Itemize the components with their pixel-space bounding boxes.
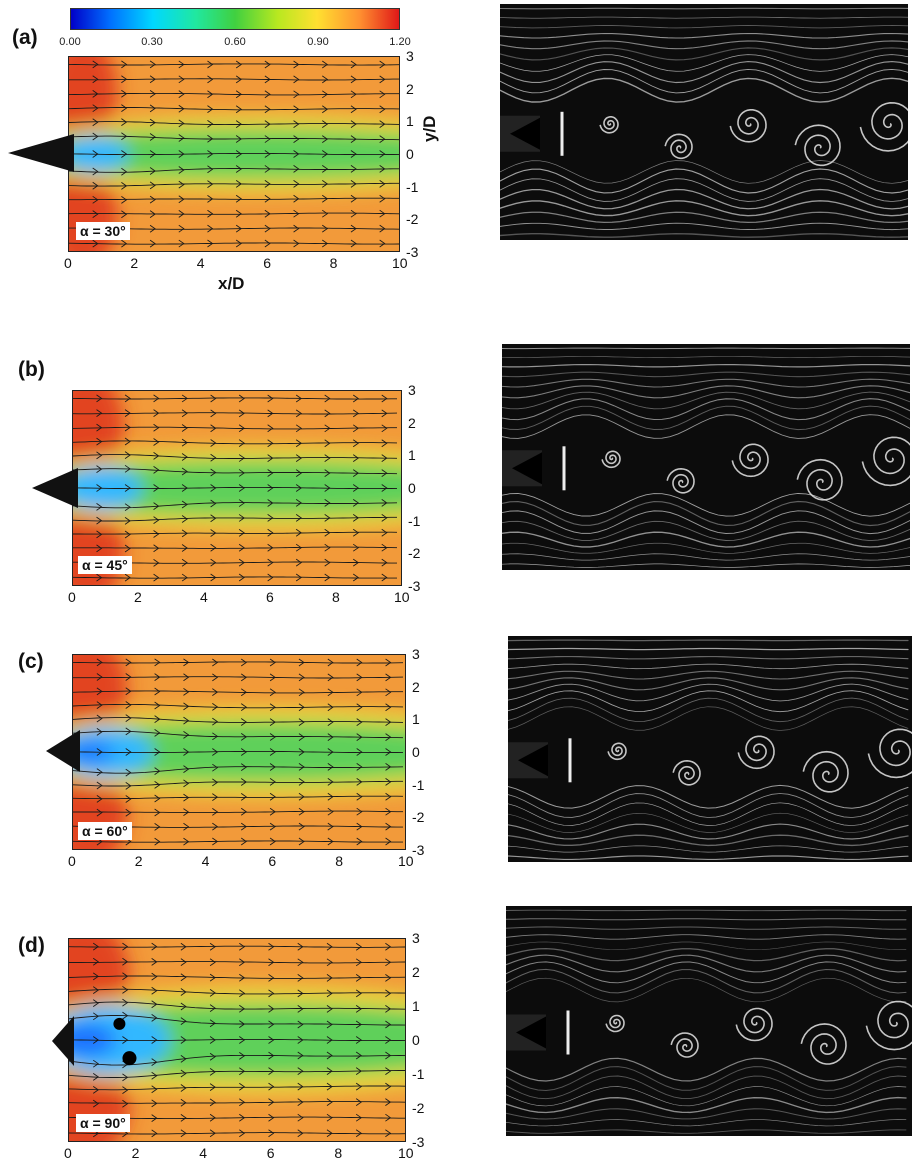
y-tick-label: 3 [412,647,420,661]
y-tick-label: -2 [412,1101,424,1115]
x-tick-label: 0 [68,854,76,868]
y-tick-label: 2 [412,965,420,979]
y-tick-label: 3 [408,383,416,397]
x-tick-label: 8 [330,256,338,270]
y-tick-label: 0 [408,481,416,495]
y-axis-label: y/D [420,116,440,142]
x-tick-label: 6 [268,854,276,868]
y-tick-label: 2 [406,82,414,96]
y-tick-label: 3 [406,49,414,63]
x-tick-label: 4 [202,854,210,868]
x-tick-label: 0 [64,1146,72,1160]
velocity-contour-plot-c [72,654,406,850]
y-tick-label: 2 [408,416,416,430]
smoke-pattern [502,344,910,570]
velocity-contour-plot-d [68,938,406,1142]
x-tick-label: 2 [134,590,142,604]
x-tick-label: 6 [267,1146,275,1160]
flow-visualization-photo-a [500,4,908,240]
contour-field [69,939,405,1141]
panel-label-d: (d) [18,934,45,958]
y-tick-label: 1 [406,114,414,128]
x-tick-label: 10 [394,590,410,604]
alpha-label-c: α = 60° [78,822,132,840]
colorbar-tick: 0.90 [307,36,328,48]
x-tick-label: 8 [332,590,340,604]
y-tick-label: -2 [412,810,424,824]
x-tick-label: 2 [130,256,138,270]
wedge-body-icon [52,1016,74,1066]
y-tick-label: -2 [406,212,418,226]
panel-label-b: (b) [18,358,45,382]
y-tick-label: -1 [412,778,424,792]
y-tick-label: 1 [412,999,420,1013]
alpha-label-b: α = 45° [78,556,132,574]
x-tick-label: 6 [263,256,271,270]
x-tick-label: 2 [132,1146,140,1160]
colorbar-tick: 0.60 [224,36,245,48]
alpha-label-d: α = 90° [76,1114,130,1132]
x-tick-label: 10 [398,854,414,868]
x-tick-label: 6 [266,590,274,604]
y-tick-label: 0 [412,745,420,759]
x-tick-label: 8 [334,1146,342,1160]
panel-label-c: (c) [18,650,44,674]
colorbar-tick: 0.30 [141,36,162,48]
x-tick-label: 10 [392,256,408,270]
smoke-pattern [508,636,912,862]
x-tick-label: 8 [335,854,343,868]
y-tick-label: 1 [408,448,416,462]
smoke-pattern [500,4,908,240]
flow-visualization-photo-b [502,344,910,570]
flow-visualization-photo-d [506,906,912,1136]
y-tick-label: 0 [406,147,414,161]
x-tick-label: 0 [64,256,72,270]
alpha-label-a: α = 30° [76,222,130,240]
y-tick-label: -1 [406,180,418,194]
x-tick-label: 0 [68,590,76,604]
x-axis-label: x/D [218,274,244,294]
contour-field [73,655,405,849]
x-tick-label: 4 [200,590,208,604]
colorbar-tick: 0.00 [59,36,80,48]
wedge-body-icon [32,468,78,508]
y-tick-label: -1 [408,514,420,528]
smoke-pattern [506,906,912,1136]
flow-visualization-photo-c [508,636,912,862]
y-tick-label: -2 [408,546,420,560]
y-tick-label: 0 [412,1033,420,1047]
x-tick-label: 2 [135,854,143,868]
colorbar [70,8,400,30]
x-tick-label: 4 [199,1146,207,1160]
y-tick-label: 1 [412,712,420,726]
wedge-body-icon [46,730,80,772]
panel-label-a: (a) [12,26,38,50]
y-tick-label: 2 [412,680,420,694]
colorbar-tick: 1.20 [389,36,410,48]
x-tick-label: 10 [398,1146,414,1160]
wedge-body-icon [8,134,74,172]
y-tick-label: -1 [412,1067,424,1081]
x-tick-label: 4 [197,256,205,270]
y-tick-label: 3 [412,931,420,945]
